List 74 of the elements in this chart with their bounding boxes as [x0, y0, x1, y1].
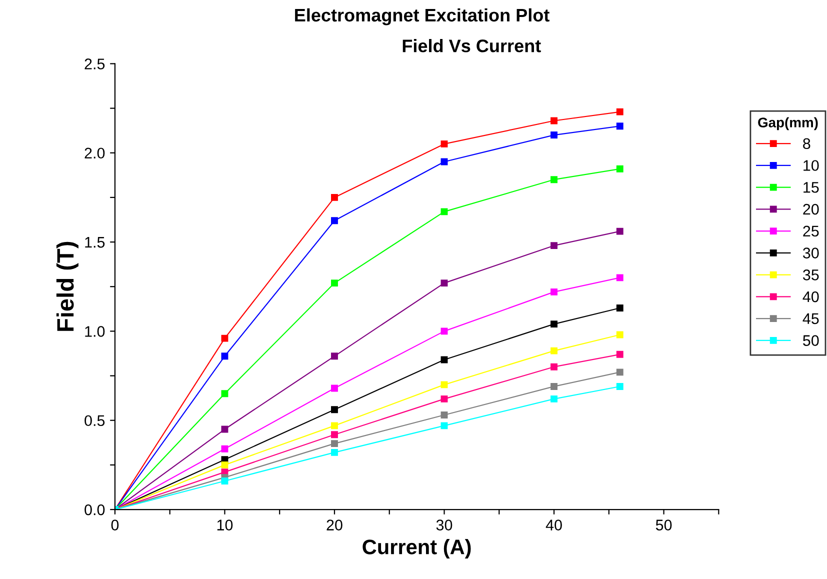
point [616, 304, 624, 312]
point [331, 406, 338, 414]
point [221, 478, 228, 484]
point [221, 426, 228, 433]
point [331, 217, 338, 224]
point [550, 320, 558, 328]
x-tick-label: 30 [436, 520, 452, 530]
y-axis-title: Field (T) [56, 242, 78, 331]
point [616, 122, 624, 130]
legend-label: 45 [802, 313, 819, 324]
point [550, 395, 558, 402]
y-tick-label: 2.0 [84, 148, 105, 159]
point [331, 440, 338, 448]
point [550, 363, 558, 370]
y-tick-label: 1.5 [85, 237, 105, 248]
point [440, 395, 448, 402]
point [221, 352, 228, 360]
y-tick-label: 1.0 [85, 326, 105, 337]
point [616, 228, 624, 235]
point [616, 368, 624, 376]
point [616, 350, 624, 358]
legend-title: Gap(mm) [758, 117, 818, 130]
legend-label: 35 [802, 270, 819, 280]
point [616, 331, 624, 338]
chart-title: Electromagnet Excitation Plot [295, 8, 550, 26]
point [331, 384, 338, 392]
point [331, 194, 338, 201]
point [331, 352, 338, 360]
point [440, 328, 448, 335]
point [221, 334, 228, 342]
text: 0.0 [84, 504, 105, 516]
point [331, 280, 338, 287]
legend-label: 40 [802, 291, 819, 302]
point [440, 208, 448, 216]
legend-label: 30 [802, 248, 819, 258]
x-tick-label: 40 [546, 520, 562, 530]
legend-label: 8 [803, 138, 810, 150]
chart-subtitle: Field Vs Current [402, 39, 541, 52]
x-tick-label: 10 [217, 520, 233, 530]
point [221, 390, 228, 398]
legend-label: 15 [804, 182, 819, 193]
point [331, 422, 338, 430]
point [616, 383, 624, 390]
x-tick-label: 20 [326, 520, 342, 530]
point [440, 381, 448, 388]
point [221, 445, 228, 452]
point [440, 158, 448, 166]
legend-label: 50 [803, 335, 819, 346]
point [550, 242, 558, 250]
point [550, 347, 558, 354]
x-tick-label: 50 [656, 520, 672, 530]
legend-label: 25 [803, 226, 819, 237]
point [440, 422, 448, 430]
legend-label: 20 [803, 204, 819, 215]
point [440, 280, 448, 287]
point [550, 176, 558, 184]
point [440, 412, 448, 418]
point [550, 383, 558, 390]
point [616, 165, 624, 172]
point [440, 140, 448, 148]
legend-label: 10 [804, 160, 819, 171]
x-axis-title: Current (A) [362, 539, 471, 558]
point [331, 431, 338, 438]
point [550, 132, 558, 138]
point [440, 356, 448, 364]
point [331, 448, 338, 456]
point [616, 274, 624, 282]
point [221, 461, 228, 468]
y-tick-label: 2.5 [84, 58, 105, 70]
point [550, 288, 558, 296]
x-tick-label: 0 [111, 520, 119, 530]
point [616, 108, 624, 116]
y-tick-label: 0.5 [84, 415, 105, 426]
point [550, 117, 558, 124]
